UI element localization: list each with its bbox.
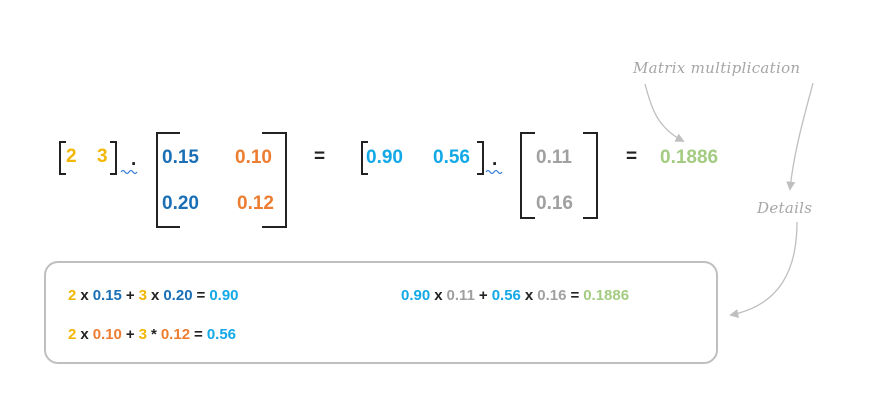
equals-operator: =	[314, 146, 326, 167]
column-vector-value: 0.11	[536, 147, 572, 168]
operator: x	[524, 287, 534, 304]
details-annotation: Details	[757, 199, 813, 217]
operator: +	[125, 287, 135, 304]
matrix-1-left-bracket	[156, 132, 180, 228]
operator: =	[194, 326, 203, 343]
matrix-1-right-bracket	[262, 132, 287, 228]
operator: x	[80, 287, 89, 304]
operator: +	[125, 326, 135, 343]
term: 3	[138, 326, 147, 343]
operator: =	[570, 287, 580, 304]
term: 0.16	[537, 287, 567, 304]
squiggle-2	[485, 169, 503, 175]
dot-operator: .	[492, 149, 498, 170]
dot-operator: .	[131, 149, 137, 170]
term: 2	[68, 326, 77, 343]
term: 0.90	[209, 287, 239, 304]
term: 0.56	[206, 326, 237, 343]
matrix-1-cell: 0.12	[237, 193, 274, 214]
row-vector-2-value: 0.90	[366, 147, 403, 168]
arrow-to-result	[644, 83, 685, 142]
row-vector-2-left-bracket	[361, 141, 368, 175]
matrix-multiplication-annotation: Matrix multiplication	[633, 59, 801, 77]
row-vector-2-right-bracket	[477, 141, 484, 175]
operator: =	[196, 287, 206, 304]
row-vector-1-value: 2	[66, 146, 77, 167]
details-line-2: 2 x 0.10 +3 * 0.12 = 0.56	[68, 326, 240, 343]
arrow-to-details-box	[729, 221, 798, 318]
operator: x	[434, 287, 443, 304]
term: 0.20	[163, 287, 193, 304]
term: 0.15	[92, 287, 122, 304]
operator: x	[151, 287, 160, 304]
operator: x	[80, 326, 89, 343]
details-line-1: 2 x 0.15 +3 x 0.20 = 0.90	[68, 287, 243, 304]
row-vector-1-value: 3	[97, 146, 108, 167]
operator: *	[151, 326, 157, 343]
term: 0.10	[92, 326, 122, 343]
term: 3	[138, 287, 147, 304]
row-vector-1-left-bracket	[59, 141, 66, 175]
arrow-to-details-label	[786, 82, 814, 191]
result-value: 0.1886	[660, 147, 719, 168]
details-line-3: 0.90 x 0.11 +0.56 x 0.16 = 0.1886	[401, 287, 633, 304]
equals-operator: =	[626, 146, 638, 167]
operator: +	[478, 287, 488, 304]
term: 0.1886	[583, 287, 630, 304]
term: 0.56	[491, 287, 521, 304]
term: 0.90	[401, 287, 431, 304]
squiggle-1	[120, 169, 138, 175]
column-vector-value: 0.16	[536, 193, 573, 214]
details-box	[44, 261, 718, 364]
matrix-1-cell: 0.20	[162, 193, 199, 214]
row-vector-1-right-bracket	[110, 141, 117, 175]
matrix-1-cell: 0.15	[162, 147, 199, 168]
row-vector-2-value: 0.56	[433, 147, 470, 168]
column-vector-right-bracket	[583, 132, 598, 219]
column-vector-left-bracket	[520, 132, 535, 219]
matrix-1-cell: 0.10	[235, 147, 272, 168]
term: 0.11	[446, 287, 475, 304]
term: 2	[68, 287, 77, 304]
term: 0.12	[160, 326, 191, 343]
